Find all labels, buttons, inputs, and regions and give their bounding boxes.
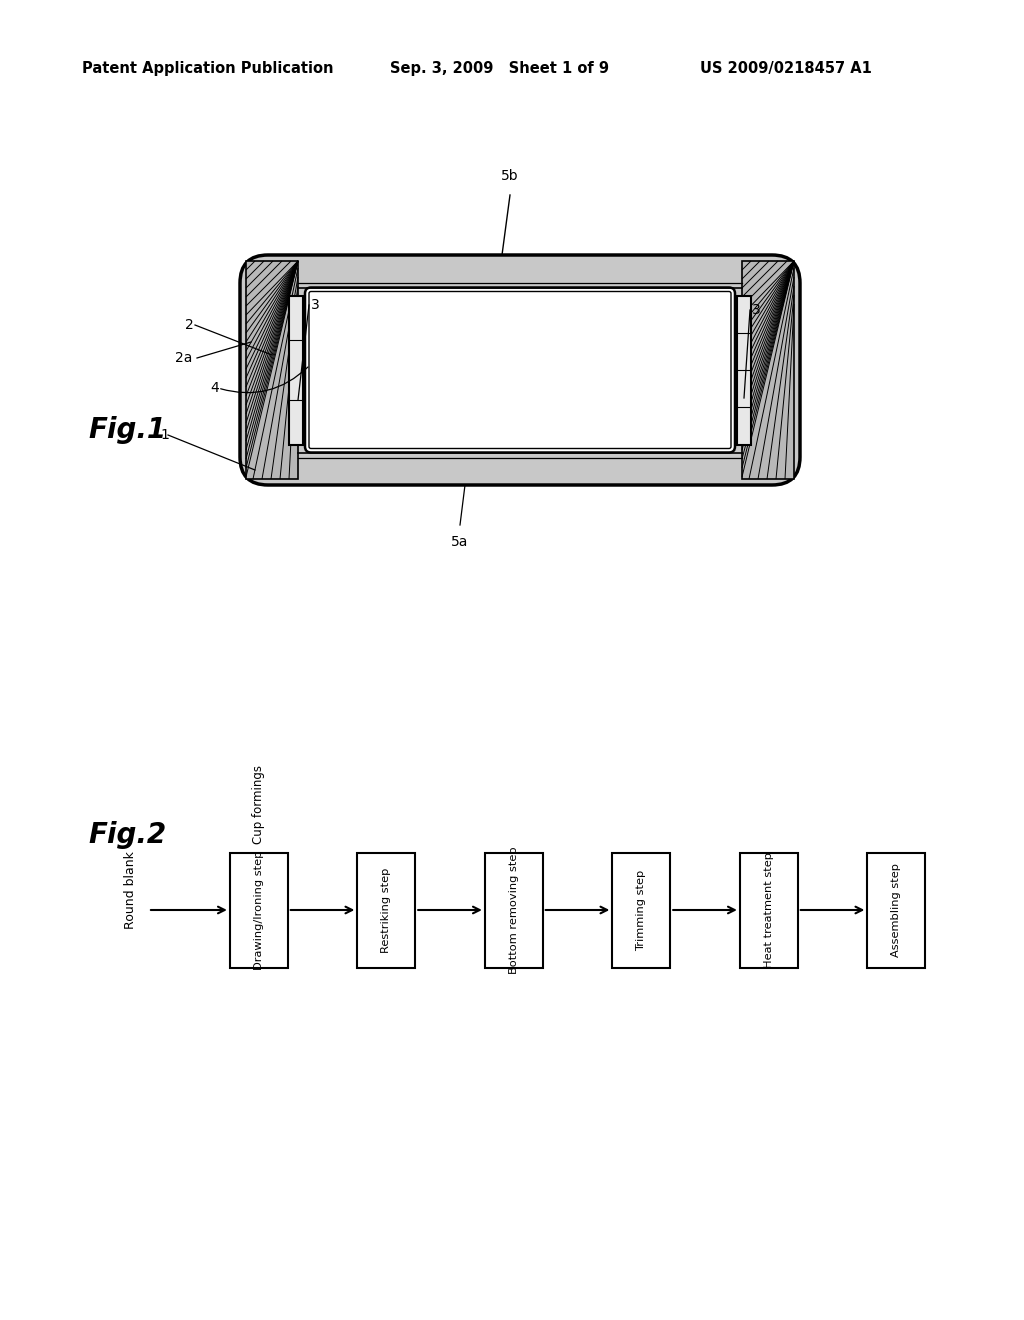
Text: Sep. 3, 2009   Sheet 1 of 9: Sep. 3, 2009 Sheet 1 of 9: [390, 61, 609, 75]
FancyBboxPatch shape: [240, 255, 800, 484]
Text: Fig.1: Fig.1: [88, 416, 166, 444]
Bar: [289, 296, 303, 445]
Text: Heat treatment step: Heat treatment step: [764, 851, 774, 968]
Text: 2: 2: [185, 318, 194, 333]
Text: 1: 1: [160, 428, 169, 442]
Text: Restriking step: Restriking step: [381, 867, 391, 953]
Text: 2a: 2a: [175, 351, 193, 366]
Polygon shape: [246, 261, 298, 479]
FancyBboxPatch shape: [305, 288, 735, 453]
Text: 4: 4: [210, 381, 219, 395]
Text: Bottom removing step: Bottom removing step: [509, 846, 519, 974]
Text: Patent Application Publication: Patent Application Publication: [82, 61, 334, 75]
Bar: [484, 853, 543, 968]
Text: 3: 3: [752, 304, 761, 317]
Bar: [357, 853, 416, 968]
Text: 5a: 5a: [452, 535, 469, 549]
Text: 3: 3: [311, 298, 319, 312]
Text: Trimming step: Trimming step: [636, 870, 646, 950]
Bar: [612, 853, 671, 968]
Bar: [867, 853, 926, 968]
Polygon shape: [742, 261, 794, 479]
Text: Drawing/Ironing step: Drawing/Ironing step: [254, 850, 264, 970]
Text: US 2009/0218457 A1: US 2009/0218457 A1: [700, 61, 871, 75]
Text: Round blank: Round blank: [124, 851, 136, 929]
Text: Fig.2: Fig.2: [88, 821, 166, 849]
Bar: [737, 296, 751, 445]
Bar: [739, 853, 798, 968]
Text: Assembling step: Assembling step: [891, 863, 901, 957]
Text: Cup formings: Cup formings: [252, 766, 265, 845]
Bar: [229, 853, 288, 968]
Text: 5b: 5b: [501, 169, 519, 183]
